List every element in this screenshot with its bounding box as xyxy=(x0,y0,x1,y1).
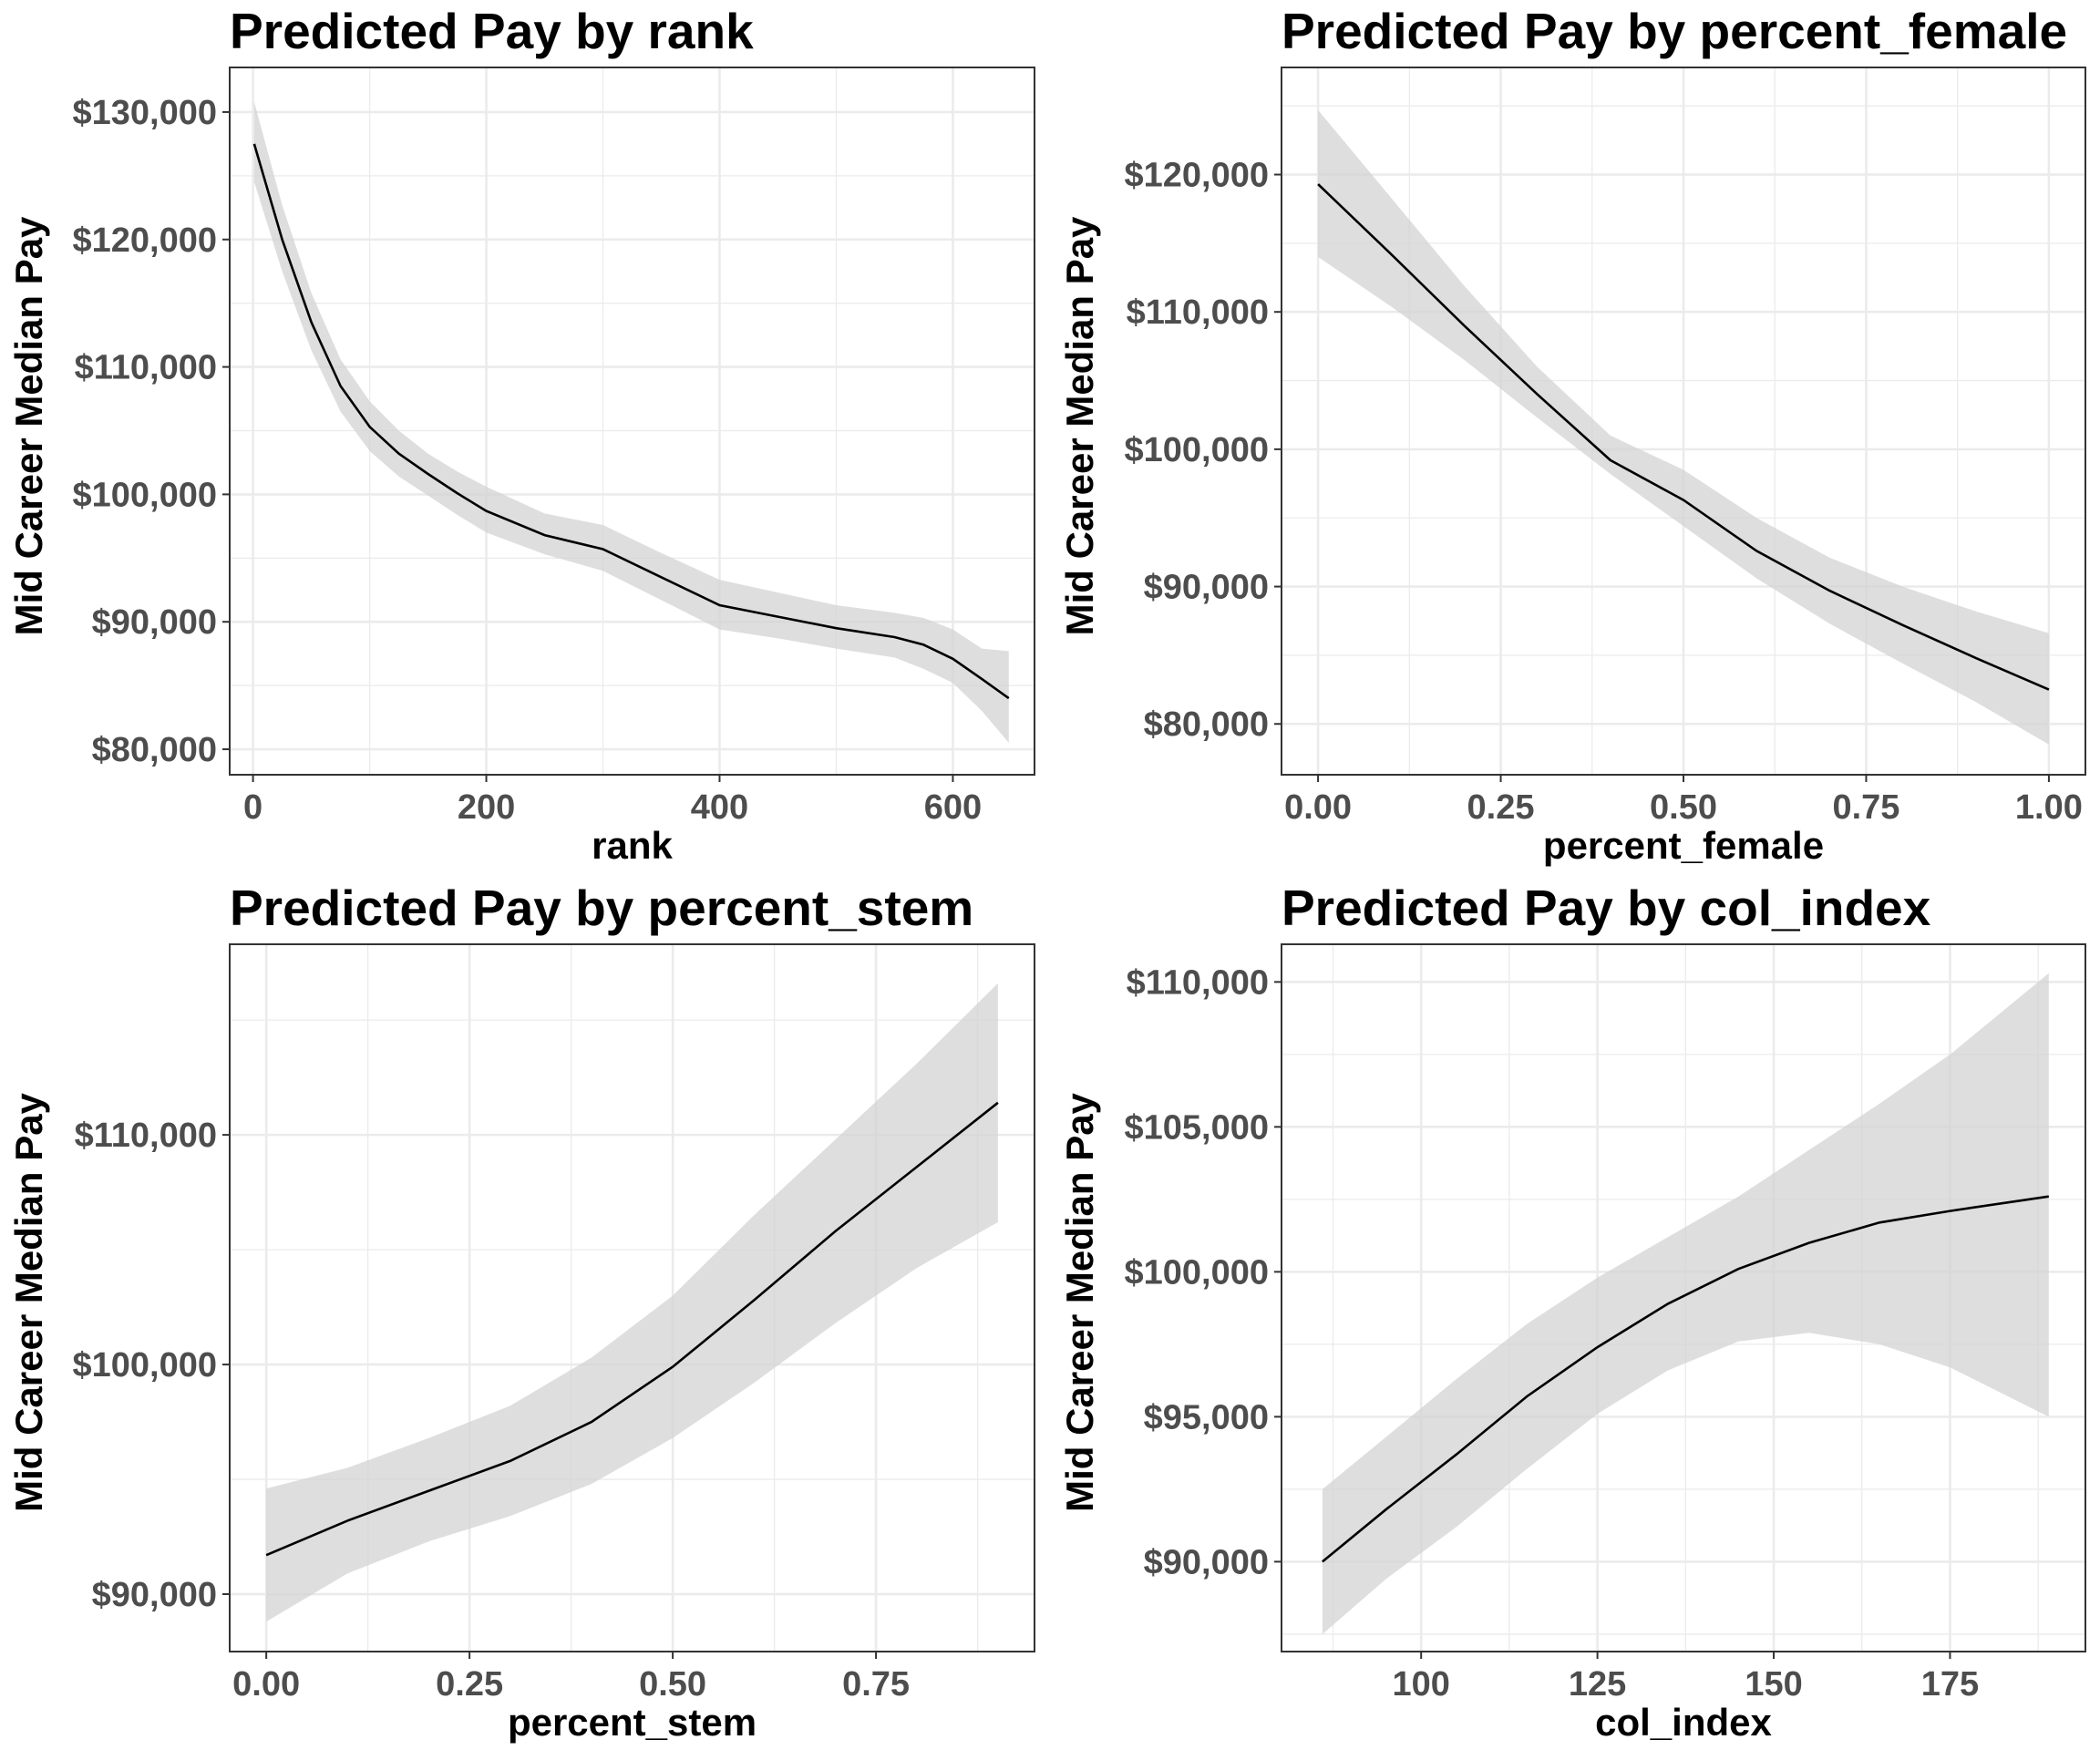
y-tick-label: $90,000 xyxy=(1144,569,1269,607)
x-tick-label: 600 xyxy=(924,788,982,827)
x-axis-title: percent_female xyxy=(1543,824,1824,867)
plot-border xyxy=(1281,943,2086,1652)
y-axis-title: Mid Career Median Pay xyxy=(7,216,50,635)
plot-border xyxy=(229,67,1035,776)
y-axis-title: Mid Career Median Pay xyxy=(1058,216,1101,635)
y-tick-label: $95,000 xyxy=(1144,1398,1269,1436)
y-axis-title: Mid Career Median Pay xyxy=(1058,1092,1101,1511)
x-tick-label: 0.25 xyxy=(436,1665,503,1704)
x-axis-title: rank xyxy=(592,824,673,867)
y-axis-title: Mid Career Median Pay xyxy=(7,1092,50,1511)
y-tick-label: $120,000 xyxy=(73,221,218,260)
fit-line xyxy=(1322,1195,2049,1563)
plot-border xyxy=(229,943,1035,1652)
x-axis-title: percent_stem xyxy=(508,1701,757,1744)
plot-area: 0.00 0.25 0.50 0.75 $90,000 $100,000 $110,000 xyxy=(73,943,1035,1704)
panel-percent-stem: Predicted Pay by percent_stem 0.00 0.25 0.… xyxy=(7,880,1035,1744)
plot-area: 0.00 0.25 0.50 0.75 1.00 $80,000 $90,000 $100,0… xyxy=(1125,67,2086,827)
fit-line xyxy=(265,1101,999,1557)
y-tick-label: $100,000 xyxy=(73,476,218,514)
y-tick-label: $110,000 xyxy=(1127,293,1269,332)
y-tick-label: $110,000 xyxy=(1127,963,1269,1002)
x-tick-label: 0 xyxy=(243,788,262,827)
y-tick-label: $90,000 xyxy=(1144,1543,1269,1581)
x-tick-label: 1.00 xyxy=(2015,788,2083,827)
x-tick-label: 150 xyxy=(1745,1665,1802,1704)
x-tick-label: 200 xyxy=(458,788,515,827)
y-tick-label: $110,000 xyxy=(75,1117,217,1155)
y-tick-label: $80,000 xyxy=(92,731,217,769)
confidence-band xyxy=(1318,109,2049,745)
panel-title: Predicted Pay by percent_stem xyxy=(230,880,973,936)
x-tick-label: 400 xyxy=(691,788,748,827)
grid-lines xyxy=(1282,67,2085,775)
x-axis-title: col_index xyxy=(1595,1701,1772,1744)
panel-title: Predicted Pay by rank xyxy=(230,3,754,59)
x-tick-label: 125 xyxy=(1569,1665,1626,1704)
confidence-band xyxy=(266,983,998,1622)
x-tick-label: 0.00 xyxy=(232,1665,300,1704)
x-tick-label: 175 xyxy=(1921,1665,1979,1704)
x-tick-label: 0.75 xyxy=(842,1665,910,1704)
y-tick-label: $130,000 xyxy=(73,94,218,132)
x-tick-label: 100 xyxy=(1392,1665,1449,1704)
x-tick-label: 0.25 xyxy=(1467,788,1535,827)
panel-percent-female: Predicted Pay by percent_female 0.00 0.25… xyxy=(1058,3,2086,867)
panel-title: Predicted Pay by percent_female xyxy=(1282,3,2067,59)
panel-title: Predicted Pay by col_index xyxy=(1282,880,1931,936)
y-tick-label: $100,000 xyxy=(1125,431,1270,469)
plot-area: 0 200 400 600 $80,000 $90,000 $100,000 $110,000… xyxy=(73,67,1035,827)
y-tick-label: $110,000 xyxy=(75,349,217,387)
y-tick-label: $100,000 xyxy=(1125,1253,1270,1292)
confidence-band xyxy=(1322,973,2049,1634)
panel-rank: Predicted Pay by rank 0 200 400 600 $80,000 $… xyxy=(7,3,1035,867)
plot-area: 100 125 150 175 $90,000 $95,000 $100,000 $105,0… xyxy=(1125,943,2086,1704)
fit-line xyxy=(252,143,1010,700)
y-tick-label: $120,000 xyxy=(1125,157,1270,195)
fit-line xyxy=(1317,183,2050,691)
y-tick-label: $90,000 xyxy=(92,1576,217,1614)
x-tick-label: 0.75 xyxy=(1832,788,1899,827)
x-tick-label: 0.00 xyxy=(1284,788,1352,827)
x-tick-label: 0.50 xyxy=(1650,788,1717,827)
y-tick-label: $90,000 xyxy=(92,603,217,642)
y-tick-label: $100,000 xyxy=(73,1346,218,1385)
y-tick-label: $80,000 xyxy=(1144,705,1269,744)
x-tick-label: 0.50 xyxy=(639,1665,706,1704)
panel-col-index: Predicted Pay by col_index 100 125 150 175 $… xyxy=(1058,880,2086,1744)
y-tick-label: $105,000 xyxy=(1125,1108,1270,1147)
